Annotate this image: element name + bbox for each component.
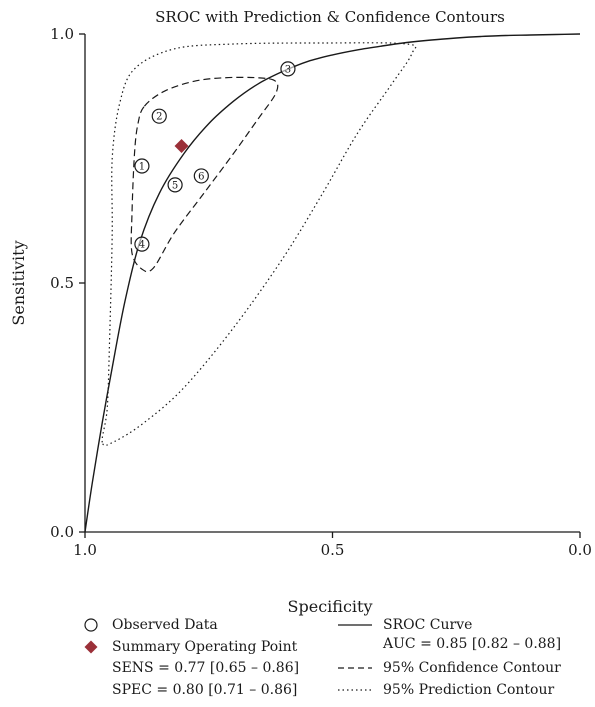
observed-point-marker (167, 177, 183, 193)
x-axis-label: Specificity (288, 597, 373, 616)
legend-item-summary: Summary Operating Point (84, 638, 297, 656)
legend-auc-value: AUC = 0.85 [0.82 – 0.88] (383, 636, 562, 652)
legend-spec-text: SPEC = 0.80 [0.71 – 0.86] (112, 681, 297, 699)
prediction-dot-icon (338, 689, 372, 691)
chart-title: SROC with Prediction & Confidence Contou… (155, 8, 505, 26)
points: 1 2 3 4 5 6 (134, 61, 296, 252)
observed-point-marker (151, 108, 167, 124)
observed-point-label: 4 (139, 240, 145, 251)
legend-observed-label: Observed Data (112, 617, 218, 633)
axes: 0.0 0.5 1.0 1.0 0.5 0.0 (50, 25, 592, 559)
legend: Observed Data Summary Operating Point SE… (0, 614, 595, 703)
observed-point-marker (280, 61, 296, 77)
confidence-dash-icon (338, 667, 372, 669)
y-axis-label: Sensitivity (9, 240, 28, 325)
legend-sroc-label: SROC Curve (383, 617, 473, 633)
prediction-contour (101, 42, 417, 447)
legend-spec-value: SPEC = 0.80 [0.71 – 0.86] (112, 682, 298, 698)
observed-point-label: 6 (198, 171, 204, 182)
observed-point: 4 (134, 236, 150, 252)
observed-point-marker (193, 168, 209, 184)
x-tick-label: 0.0 (568, 541, 592, 559)
legend-confidence-label: 95% Confidence Contour (383, 660, 561, 676)
observed-point-marker (134, 236, 150, 252)
legend-auc-text: AUC = 0.85 [0.82 – 0.88] (383, 635, 561, 653)
x-tick-label: 1.0 (73, 541, 97, 559)
observed-point-label: 2 (156, 112, 162, 123)
summary-diamond-icon (84, 640, 98, 654)
y-tick-label: 1.0 (50, 25, 74, 43)
legend-sens-text: SENS = 0.77 [0.65 – 0.86] (112, 659, 299, 677)
y-tick-label: 0.0 (50, 523, 74, 541)
observed-marker-icon (84, 618, 98, 632)
observed-point: 6 (193, 168, 209, 184)
legend-summary-label: Summary Operating Point (112, 639, 298, 655)
legend-item-sroc: SROC Curve (338, 616, 472, 634)
legend-item-confidence: 95% Confidence Contour (338, 659, 561, 677)
legend-item-observed: Observed Data (84, 616, 218, 634)
confidence-contour (130, 76, 279, 273)
observed-point: 5 (167, 177, 183, 193)
legend-prediction-label: 95% Prediction Contour (383, 682, 555, 698)
legend-item-prediction: 95% Prediction Contour (338, 681, 554, 699)
observed-point: 3 (280, 61, 296, 77)
observed-point-marker (134, 158, 150, 174)
sroc-line-icon (338, 624, 372, 626)
observed-point: 1 (134, 158, 150, 174)
observed-point-label: 5 (172, 180, 178, 191)
x-tick-label: 0.5 (321, 541, 345, 559)
summary-operating-point (174, 139, 189, 154)
observed-point-label: 1 (139, 161, 145, 172)
legend-sens-value: SENS = 0.77 [0.65 – 0.86] (112, 660, 300, 676)
y-tick-label: 0.5 (50, 274, 74, 292)
observed-point-label: 3 (285, 64, 291, 75)
observed-point: 2 (151, 108, 167, 124)
